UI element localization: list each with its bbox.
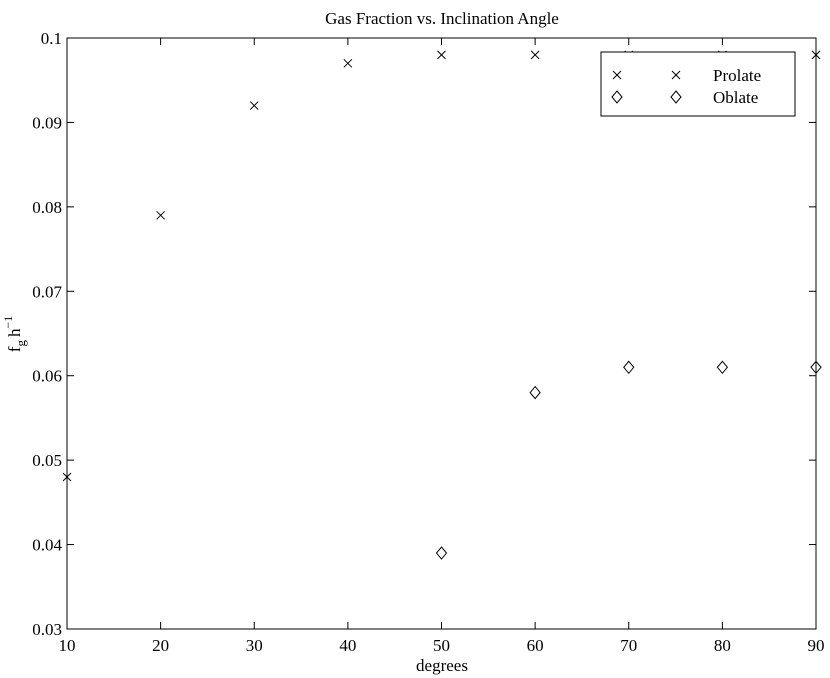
series-layer: [62, 50, 822, 560]
data-point-oblate: [810, 360, 822, 375]
y-tick-label: 0.08: [32, 198, 62, 217]
legend-box: [600, 51, 796, 117]
data-point-prolate: [530, 50, 540, 60]
data-point-prolate: [156, 210, 165, 220]
legend-label-prolate: Prolate: [713, 66, 761, 85]
data-point-prolate: [811, 50, 821, 60]
data-point-prolate: [249, 101, 259, 110]
x-tick-label: 70: [620, 636, 637, 655]
y-tick-label: 0.04: [32, 536, 62, 555]
data-point-oblate: [623, 360, 635, 375]
x-axis-label: degrees: [416, 656, 468, 675]
x-tick-label: 20: [152, 636, 169, 655]
data-point-oblate: [716, 360, 729, 375]
y-axis-label-superscript: −1: [1, 316, 15, 329]
x-tick-label: 40: [339, 636, 356, 655]
legend-marker-oblate: [670, 90, 682, 104]
y-tick-label: 0.07: [32, 282, 62, 301]
series-oblate: [435, 360, 822, 560]
legend-marker-oblate: [611, 90, 623, 104]
legend-marker-prolate: [671, 70, 681, 80]
x-tick-label: 50: [433, 636, 450, 655]
data-point-prolate: [437, 50, 446, 60]
y-tick-label: 0.1: [41, 29, 62, 48]
legend: Prolate Oblate: [600, 51, 796, 117]
y-axis: 0.03 0.04 0.05 0.06 0.07 0.08 0.09 0.1: [32, 29, 816, 639]
y-axis-label: fgh−1: [1, 316, 28, 352]
data-point-oblate: [435, 546, 448, 560]
x-tick-label: 30: [246, 636, 263, 655]
y-axis-label-rest: h: [5, 328, 24, 337]
legend-marker-prolate: [612, 70, 622, 80]
plot-frame: [66, 37, 817, 630]
x-tick-label: 80: [714, 636, 731, 655]
legend-entry-prolate: Prolate: [612, 66, 761, 85]
y-tick-label: 0.06: [32, 367, 62, 386]
y-tick-label: 0.05: [32, 451, 62, 470]
data-point-prolate: [62, 472, 72, 482]
y-tick-label: 0.09: [32, 113, 62, 132]
y-axis-label-base: f: [5, 346, 24, 352]
data-point-oblate: [529, 385, 541, 400]
legend-entry-oblate: Oblate: [611, 88, 758, 107]
x-tick-label: 60: [527, 636, 544, 655]
y-tick-label: 0.03: [32, 620, 62, 639]
plot-area: [66, 37, 817, 630]
legend-label-oblate: Oblate: [713, 88, 758, 107]
data-point-prolate: [343, 58, 353, 68]
x-tick-label: 90: [808, 636, 825, 655]
y-axis-label-subscript: g: [13, 340, 28, 347]
x-axis: 10 20 30 40 50 60 70 80 90: [59, 38, 825, 655]
x-tick-label: 10: [59, 636, 76, 655]
chart-title: Gas Fraction vs. Inclination Angle: [325, 9, 559, 28]
